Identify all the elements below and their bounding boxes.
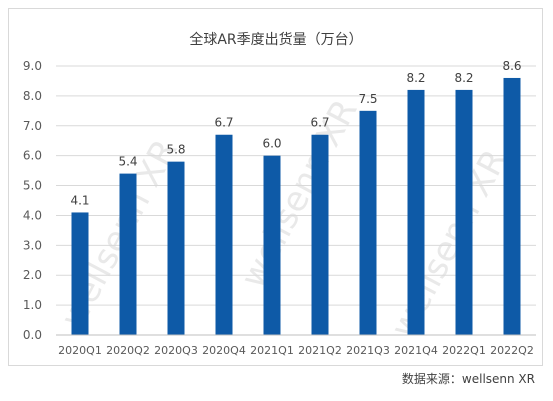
source-note: 数据来源：wellsenn XR (401, 372, 535, 386)
chart-title: 全球AR季度出货量（万台） (189, 31, 362, 48)
label-layer: 4.1 5.4 5.8 6.7 6.0 6.7 7.5 8.2 8.2 8.6 (70, 59, 521, 207)
bar-2021Q1 (263, 155, 281, 335)
data-label-2021Q1: 6.0 (262, 137, 281, 151)
data-label-2021Q3: 7.5 (358, 92, 377, 106)
bar-layer (71, 77, 521, 336)
bar-2020Q2 (119, 173, 137, 335)
watermark-text-2: wellsenn XR (383, 143, 516, 345)
bar-2020Q4 (215, 134, 233, 335)
bar-2020Q3 (167, 161, 185, 335)
x-tick-label-2020Q1: 2020Q1 (58, 344, 102, 357)
bar-2022Q1 (455, 89, 473, 336)
bar-2020Q1 (71, 212, 89, 335)
x-tick-label-2020Q3: 2020Q3 (154, 344, 198, 357)
data-label-2021Q2: 6.7 (310, 116, 329, 130)
axis-layer: 2020Q1 2020Q2 2020Q3 2020Q4 2021Q1 2021Q2 2021… (56, 334, 536, 357)
bar-2021Q4 (407, 89, 425, 336)
data-label-2022Q2: 8.6 (502, 59, 521, 73)
data-label-2020Q2: 5.4 (118, 155, 137, 169)
x-tick-label-2021Q2: 2021Q2 (298, 344, 342, 357)
chart-frame: wellsenn XR wellsenn XR wellsenn XR 全球AR季度… (8, 8, 543, 366)
chart-svg: wellsenn XR wellsenn XR wellsenn XR 全球AR季度… (23, 31, 536, 357)
y-tick-label: 3.0 (23, 238, 42, 252)
bar-2022Q2 (503, 77, 521, 335)
bar-2021Q2 (311, 134, 329, 335)
data-label-2020Q1: 4.1 (70, 193, 89, 207)
y-tick-label: 7.0 (23, 119, 42, 133)
data-label-2020Q3: 5.8 (166, 143, 185, 157)
data-label-2020Q4: 6.7 (214, 116, 233, 130)
y-tick-label: 1.0 (23, 298, 42, 312)
x-tick-label-2021Q3: 2021Q3 (346, 344, 390, 357)
y-tick-label: 0.0 (23, 328, 42, 342)
y-tick-label: 8.0 (23, 89, 42, 103)
x-tick-label-2021Q4: 2021Q4 (394, 344, 438, 357)
watermark-text-1: wellsenn XR (233, 93, 366, 295)
x-tick-label-2022Q1: 2022Q1 (442, 344, 486, 357)
x-tick-label-2020Q2: 2020Q2 (106, 344, 150, 357)
y-tick-label: 6.0 (23, 149, 42, 163)
y-tick-label: 5.0 (23, 179, 42, 193)
data-label-2022Q1: 8.2 (454, 71, 473, 85)
y-tick-label: 9.0 (23, 59, 42, 73)
data-label-2021Q4: 8.2 (406, 71, 425, 85)
x-tick-label-2021Q1: 2021Q1 (250, 344, 294, 357)
x-tick-label-2020Q4: 2020Q4 (202, 344, 246, 357)
y-tick-label: 2.0 (23, 268, 42, 282)
x-tick-label-2022Q2: 2022Q2 (490, 344, 534, 357)
y-tick-label: 4.0 (23, 208, 42, 222)
bar-2021Q3 (359, 110, 377, 335)
